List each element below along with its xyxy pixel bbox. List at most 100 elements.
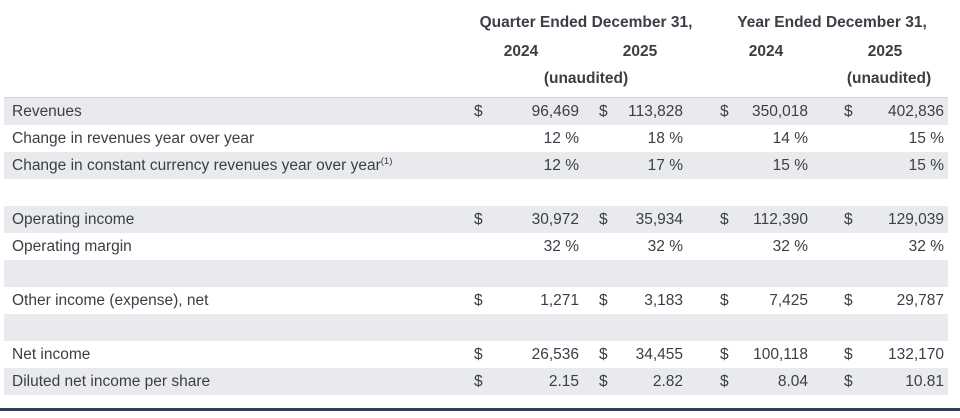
financial-summary-table: Quarter Ended December 31, Year Ended De… [4,0,948,395]
cell-quarter-2024: $30,972 [466,206,584,233]
dollar-sign: $ [720,373,729,390]
column-group-gap [688,206,706,233]
unaudited-label-year: (unaudited) [846,70,932,87]
column-group-gap [688,98,706,125]
cell-value: 1,271 [540,292,579,309]
cell-value: 32 % [647,238,683,255]
cell-quarter-2024: 32 % [466,233,584,260]
cell-value: 35,934 [635,211,683,228]
column-group-gap [688,368,706,395]
cell-value: 402,836 [887,103,944,120]
cell-year-2024: 15 % [706,152,812,179]
cell-quarter-2025: $2.82 [584,368,688,395]
cell-value: 32 % [772,238,808,255]
dollar-sign: $ [844,103,853,120]
cell-year-2025 [812,314,948,341]
cell-value: 7,425 [769,292,808,309]
unaudited-label-quarter: (unaudited) [543,70,629,87]
cell-quarter-2024: $26,536 [466,341,584,368]
dollar-sign: $ [474,211,483,228]
cell-value: 2.82 [652,373,683,390]
column-group-gap [688,287,706,314]
cell-value: 10.81 [905,373,944,390]
cell-quarter-2025: $35,934 [584,206,688,233]
cell-year-2025: $132,170 [812,341,948,368]
cell-year-2025: $402,836 [812,98,948,125]
cell-value [599,260,683,287]
cell-year-2025: 15 % [812,152,948,179]
dollar-sign: $ [599,346,608,363]
table-row [4,179,948,206]
dollar-sign: $ [844,292,853,309]
cell-value: 96,469 [531,103,579,120]
dollar-sign: $ [474,373,483,390]
cell-year-2024: $8.04 [706,368,812,395]
cell-year-2024 [706,179,812,206]
cell-value: 18 % [647,130,683,147]
cell-value: 15 % [908,130,944,147]
table-row: Revenues $96,469 $113,828 $350,018 $402,… [4,97,948,125]
table-row: Change in constant currency revenues yea… [4,152,948,179]
cell-value: 32 % [908,238,944,255]
cell-value: 29,787 [896,292,944,309]
cell-year-2025: 32 % [812,233,948,260]
cell-quarter-2025: 18 % [584,125,688,152]
cell-value: 34,455 [635,346,683,363]
cell-value: 30,972 [531,211,579,228]
dollar-sign: $ [720,103,729,120]
cell-value: 14 % [772,130,808,147]
cell-value: 132,170 [887,346,944,363]
row-label: Revenues [12,103,82,120]
cell-quarter-2025: $113,828 [584,98,688,125]
cell-value: 113,828 [628,103,683,120]
cell-year-2024: $112,390 [706,206,812,233]
cell-quarter-2025: $3,183 [584,287,688,314]
table-bottom-rule [0,408,960,411]
cell-value [599,179,683,206]
cell-value [474,179,579,206]
table-body: Revenues $96,469 $113,828 $350,018 $402,… [4,97,948,395]
column-group-gap [688,260,706,287]
row-label [4,179,466,206]
cell-quarter-2024: 12 % [466,152,584,179]
column-group-gap [688,314,706,341]
cell-year-2025: $129,039 [812,206,948,233]
cell-quarter-2024: 12 % [466,125,584,152]
cell-year-2025: 15 % [812,125,948,152]
cell-year-2025: $10.81 [812,368,948,395]
cell-value: 112,390 [753,211,808,228]
cell-value: 12 % [543,130,579,147]
dollar-sign: $ [599,373,608,390]
column-group-gap [688,152,706,179]
row-label: Diluted net income per share [12,373,211,390]
cell-year-2024: 32 % [706,233,812,260]
cell-value [474,314,579,341]
cell-value: 129,039 [887,211,944,228]
footnote-marker: (1) [380,156,393,167]
cell-value [474,260,579,287]
dollar-sign: $ [474,292,483,309]
dollar-sign: $ [599,103,608,120]
cell-value [599,314,683,341]
year-label-year-2025: 2025 [867,43,903,60]
column-group-gap [688,179,706,206]
cell-year-2024: 14 % [706,125,812,152]
cell-value: 15 % [772,157,808,174]
cell-value: 8.04 [777,373,808,390]
cell-value: 3,183 [644,292,683,309]
cell-value: 100,118 [753,346,808,363]
cell-quarter-2025 [584,260,688,287]
cell-value: 17 % [647,157,683,174]
cell-year-2024: $7,425 [706,287,812,314]
cell-year-2024: $350,018 [706,98,812,125]
column-group-gap [688,125,706,152]
year-label-year-2024: 2024 [748,43,784,60]
dollar-sign: $ [844,373,853,390]
table-row [4,260,948,287]
row-label [4,314,466,341]
row-label [4,260,466,287]
cell-value: 26,536 [531,346,579,363]
cell-value: 12 % [543,157,579,174]
dollar-sign: $ [599,211,608,228]
cell-value [720,314,808,341]
